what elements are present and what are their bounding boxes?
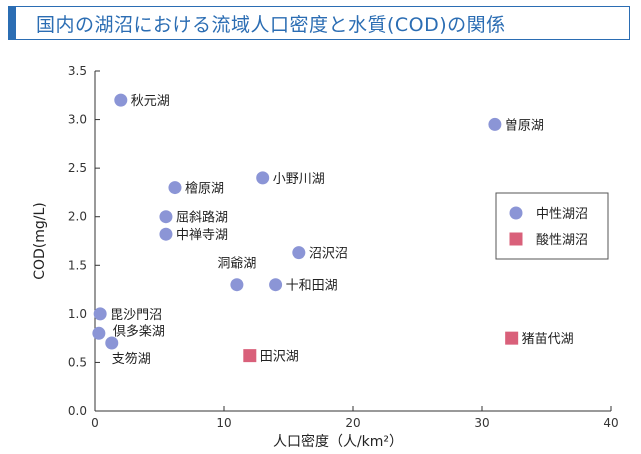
point-label: 田沢湖 — [260, 350, 299, 365]
data-point — [488, 117, 502, 131]
legend-marker — [509, 206, 523, 220]
point-label: 曽原湖 — [505, 118, 544, 133]
data-point — [168, 181, 182, 195]
x-tick-label: 0 — [91, 416, 99, 430]
legend-marker — [509, 232, 523, 246]
point-label: 屈斜路湖 — [176, 210, 228, 226]
point-label: 檜原湖 — [185, 181, 224, 197]
data-point — [93, 307, 107, 321]
point-label: 小野川湖 — [273, 172, 325, 187]
data-point — [269, 278, 283, 292]
point-label: 秋元湖 — [131, 94, 170, 109]
data-point — [114, 93, 128, 107]
y-axis-label: COD(mg/L) — [32, 202, 48, 280]
x-tick-label: 20 — [345, 416, 360, 430]
x-tick-label: 40 — [603, 416, 618, 430]
data-point — [159, 227, 173, 241]
legend-label: 中性湖沼 — [536, 207, 588, 222]
data-point — [243, 349, 257, 363]
y-tick-label: 0.0 — [68, 404, 87, 418]
x-tick-label: 10 — [216, 416, 231, 430]
point-label: 毘沙門沼 — [110, 308, 162, 323]
point-label: 沼沢沼 — [309, 247, 348, 262]
y-tick-label: 1.0 — [68, 307, 87, 321]
data-point — [292, 246, 306, 260]
point-label: 倶多楽湖 — [113, 323, 165, 339]
data-point — [159, 210, 173, 224]
data-point — [105, 336, 119, 350]
point-label: 猪苗代湖 — [522, 332, 574, 347]
y-tick-label: 3.5 — [68, 64, 87, 78]
x-tick-label: 30 — [474, 416, 489, 430]
data-point — [256, 171, 270, 185]
y-tick-label: 2.0 — [68, 210, 87, 224]
y-tick-label: 3.0 — [68, 113, 87, 127]
title-bar: 国内の湖沼における流域人口密度と水質(COD)の関係 — [8, 6, 630, 40]
legend-label: 酸性湖沼 — [536, 233, 588, 248]
y-tick-label: 2.5 — [68, 161, 87, 175]
data-point — [505, 331, 519, 345]
chart-title: 国内の湖沼における流域人口密度と水質(COD)の関係 — [36, 14, 506, 36]
point-label: 中禅寺湖 — [176, 228, 228, 243]
x-axis-label: 人口密度（人/km²） — [273, 433, 403, 450]
y-tick-label: 0.5 — [68, 355, 87, 369]
legend-box — [495, 192, 609, 260]
point-label: 洞爺湖 — [217, 257, 256, 272]
data-point — [92, 326, 106, 340]
point-label: 支笏湖 — [112, 351, 151, 367]
point-label: 十和田湖 — [286, 279, 338, 294]
y-tick-label: 1.5 — [68, 258, 87, 272]
data-point — [230, 278, 244, 292]
